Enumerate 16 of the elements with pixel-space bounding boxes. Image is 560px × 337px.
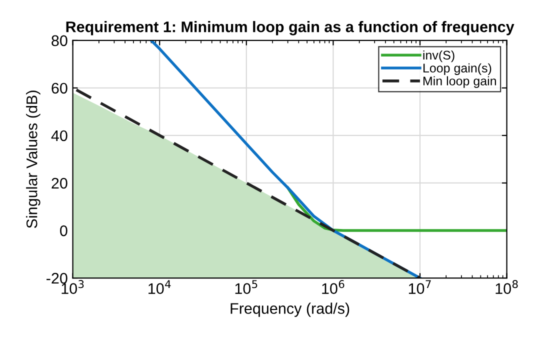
legend-label: Loop gain(s) — [423, 63, 492, 75]
y-tick-label: 20 — [52, 178, 68, 189]
x-tick-label: 10$^{6}$ — [322, 280, 344, 294]
chart-title: Requirement 1: Minimum loop gain as a function of frequency — [66, 21, 514, 36]
y-tick-label: 80 — [52, 35, 68, 46]
y-tick-label: 0 — [60, 225, 68, 236]
legend-label: inv(S) — [423, 50, 454, 62]
y-tick-label: 40 — [51, 130, 68, 142]
x-tick-label: 10$^{8}$ — [496, 280, 518, 294]
x-axis-title: Frequency (rad/s) — [230, 302, 350, 317]
x-tick-label: 10$^{7}$ — [408, 280, 431, 294]
legend-label: Min loop gain — [423, 76, 496, 88]
y-tick-label: 60 — [52, 82, 68, 94]
x-tick-label: 10$^{4}$ — [148, 280, 171, 294]
y-axis-title: Singular Values (dB) — [26, 90, 40, 228]
x-tick-label: 10$^{5}$ — [235, 280, 258, 294]
